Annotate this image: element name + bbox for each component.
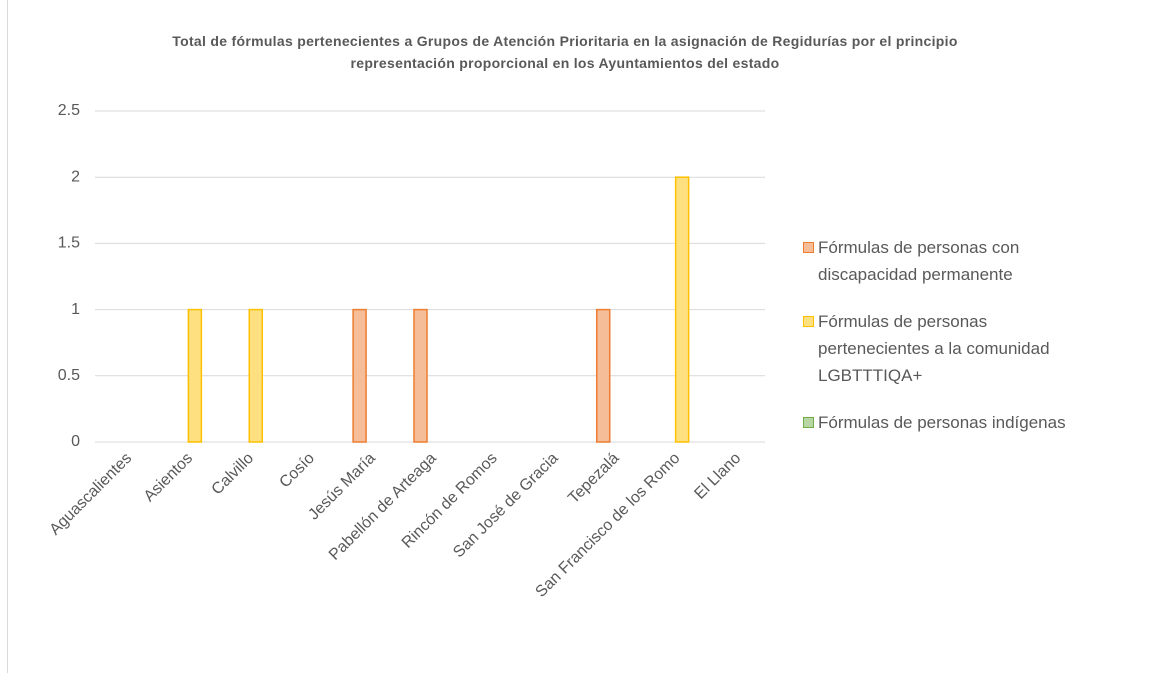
- legend-label: Fórmulas de personas pertenecientes a la…: [818, 312, 1050, 385]
- legend-swatch: [803, 417, 814, 428]
- legend-label: Fórmulas de personas indígenas: [818, 413, 1066, 432]
- chart-title: Total de fórmulas pertenecientes a Grupo…: [172, 33, 958, 71]
- x-tick-label: Pabellón de Arteaga: [326, 450, 440, 564]
- chart-border: [7, 0, 8, 673]
- x-tick-label: Asientos: [141, 450, 196, 505]
- y-tick-label: 2: [71, 168, 80, 185]
- x-tick-label: San José de Gracia: [450, 450, 561, 561]
- bar: [187, 308, 203, 443]
- bar: [413, 308, 428, 443]
- legend: Fórmulas de personas con discapacidad pe…: [803, 234, 1143, 456]
- x-tick-label: Tepezalá: [565, 450, 622, 507]
- x-tick-label: Aguascalientes: [47, 450, 136, 539]
- legend-swatch: [803, 242, 814, 253]
- legend-item: Fórmulas de personas con discapacidad pe…: [803, 234, 1143, 288]
- y-tick-label: 1.5: [58, 235, 80, 252]
- x-tick-label: Cosío: [276, 450, 318, 492]
- bar: [248, 308, 264, 443]
- y-tick-label: 0.5: [58, 367, 80, 384]
- y-tick-label: 1: [71, 301, 80, 318]
- bar: [674, 176, 690, 443]
- x-tick-label: El Llano: [691, 450, 744, 503]
- legend-swatch: [803, 316, 814, 327]
- legend-label: Fórmulas de personas con discapacidad pe…: [818, 238, 1020, 284]
- legend-item: Fórmulas de personas indígenas: [803, 409, 1143, 436]
- x-tick-label: Calvillo: [209, 450, 258, 499]
- y-tick-label: 0: [71, 433, 80, 450]
- bar: [595, 308, 611, 443]
- legend-item: Fórmulas de personas pertenecientes a la…: [803, 308, 1143, 389]
- y-tick-label: 2.5: [58, 102, 80, 119]
- bar: [352, 308, 367, 443]
